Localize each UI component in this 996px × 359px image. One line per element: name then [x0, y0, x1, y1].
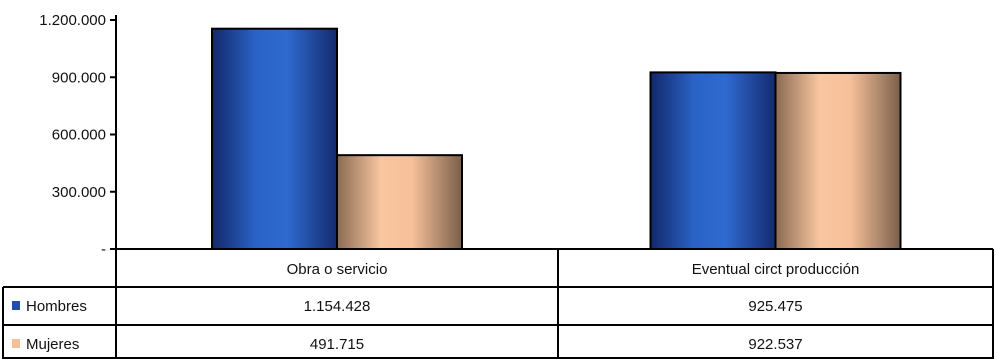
y-tick-label: -: [101, 241, 106, 258]
data-label: 922.537: [748, 336, 802, 353]
bar-mujeres-2: [774, 71, 902, 250]
data-label: 491.715: [310, 336, 364, 353]
y-tick-label: 600.000: [52, 127, 106, 144]
bar-hombres-1: [211, 27, 338, 251]
category-label: Obra o servicio: [287, 261, 388, 278]
bars: [116, 27, 993, 251]
bar-mujeres-1: [336, 154, 463, 250]
legend-label: Hombres: [26, 298, 87, 315]
legend-swatch-mujeres: [12, 339, 20, 348]
category-label: Eventual circt producción: [692, 261, 860, 278]
legend-swatch-hombres: [12, 301, 20, 310]
y-tick-label: 900.000: [52, 69, 106, 86]
legend-label: Mujeres: [26, 336, 79, 353]
y-axis: - 300.000 600.000 900.000 1.200.000: [39, 12, 117, 258]
bar-hombres-2: [649, 71, 777, 250]
data-label: 925.475: [748, 298, 802, 315]
y-tick-label: 300.000: [52, 184, 106, 201]
data-table: Obra o servicio Eventual circt producción…: [2, 248, 994, 359]
y-tick-label: 1.200.000: [39, 12, 106, 29]
data-label: 1.154.428: [304, 298, 371, 315]
